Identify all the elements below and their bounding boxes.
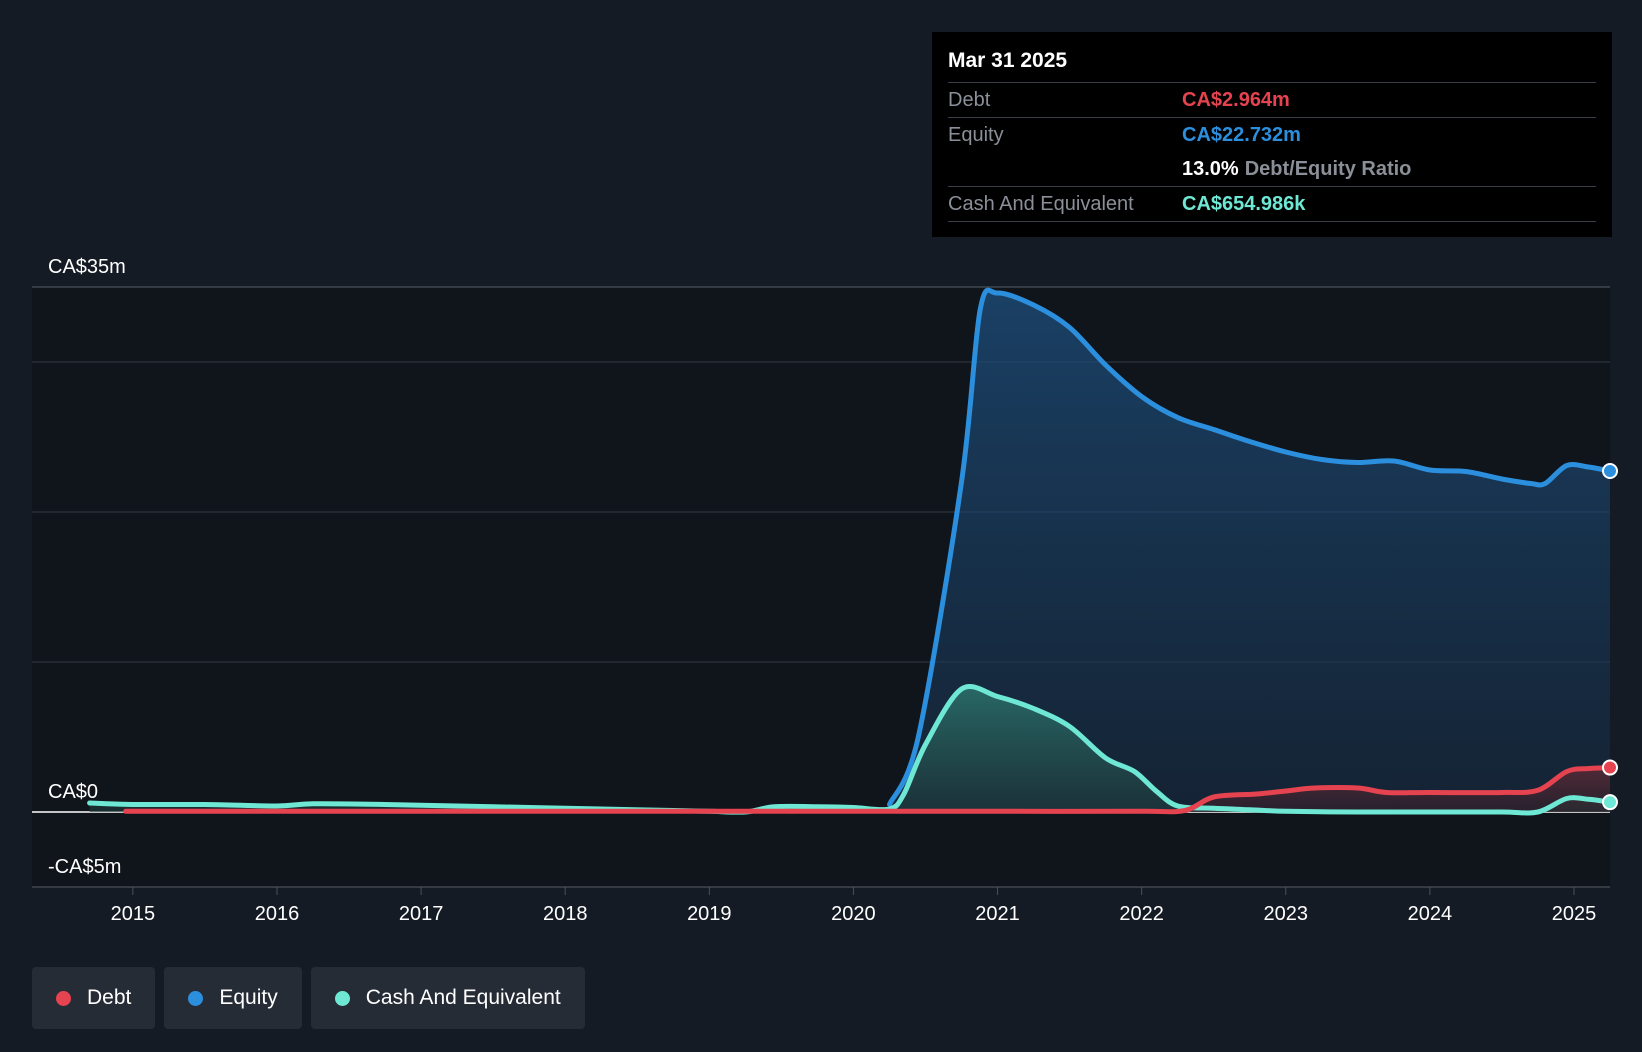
- cash-and-equivalent-end-marker[interactable]: [1602, 794, 1618, 811]
- x-tick-label: 2017: [399, 903, 444, 925]
- x-tick-label: 2021: [975, 903, 1020, 925]
- debt-area: [125, 767, 1611, 812]
- x-tick-label: 2016: [255, 903, 300, 925]
- cash-and-equivalent-line: [87, 684, 1613, 816]
- y-tick-label: CA$35m: [48, 256, 126, 278]
- equity-end-marker[interactable]: [1602, 463, 1618, 480]
- tooltip-row-equity: Equity CA$22.732m: [948, 118, 1596, 152]
- y-tick-label: CA$0: [48, 781, 98, 803]
- legend-item-cash[interactable]: Cash And Equivalent: [310, 967, 585, 1029]
- x-tick-label: 2024: [1408, 903, 1453, 925]
- legend-item-equity[interactable]: Equity: [164, 967, 302, 1029]
- debt-dot-icon: [56, 990, 71, 1006]
- x-tick-label: 2019: [687, 903, 732, 925]
- tooltip-equity-value: CA$22.732m: [1182, 124, 1301, 146]
- x-tick-label: 2025: [1552, 903, 1597, 925]
- legend-label-debt: Debt: [87, 986, 132, 1009]
- tooltip-row-cash: Cash And Equivalent CA$654.986k: [948, 187, 1596, 222]
- axes: CA$35m CA$0 -CA$5m 2015 2016 2017 2018 2019 2020…: [48, 256, 1596, 925]
- tooltip-equity-label: Equity: [948, 124, 1004, 146]
- debt-end-marker[interactable]: [1602, 759, 1618, 776]
- x-tick-label: 2018: [543, 903, 588, 925]
- legend-label-cash: Cash And Equivalent: [365, 986, 561, 1009]
- series-lines: [87, 287, 1613, 816]
- tooltip-panel: Mar 31 2025 Debt CA$2.964m Equity CA$22.…: [932, 32, 1612, 237]
- tooltip-debt-value: CA$2.964m: [1182, 89, 1290, 111]
- gridlines: [32, 286, 1610, 888]
- end-markers: [1602, 463, 1618, 811]
- tooltip-date: Mar 31 2025: [948, 46, 1596, 83]
- legend-item-debt[interactable]: Debt: [32, 967, 156, 1029]
- tooltip-row-debt: Debt CA$2.964m: [948, 83, 1596, 118]
- equity-area: [889, 290, 1610, 813]
- x-tick-label: 2015: [111, 903, 156, 925]
- x-tick-label: 2022: [1119, 903, 1164, 925]
- debt-line: [123, 765, 1613, 815]
- y-tick-label: -CA$5m: [48, 856, 121, 878]
- equity-line: [887, 287, 1613, 807]
- tooltip-ratio-label: Debt/Equity Ratio: [1244, 158, 1412, 180]
- tooltip-row-ratio: 13.0% Debt/Equity Ratio: [948, 152, 1596, 187]
- x-tick-label: 2020: [831, 903, 876, 925]
- tooltip-ratio-value: 13.0%: [1182, 158, 1239, 180]
- x-tick-label: 2023: [1264, 903, 1309, 925]
- tooltip-cash-label: Cash And Equivalent: [948, 193, 1134, 215]
- tooltip-cash-value: CA$654.986k: [1182, 193, 1306, 215]
- tooltip-debt-label: Debt: [948, 89, 991, 111]
- legend-label-equity: Equity: [219, 986, 278, 1009]
- cash-dot-icon: [334, 990, 350, 1006]
- legend: Debt Equity Cash And Equivalent: [32, 967, 594, 1029]
- equity-dot-icon: [188, 990, 204, 1006]
- series-areas: [89, 290, 1611, 813]
